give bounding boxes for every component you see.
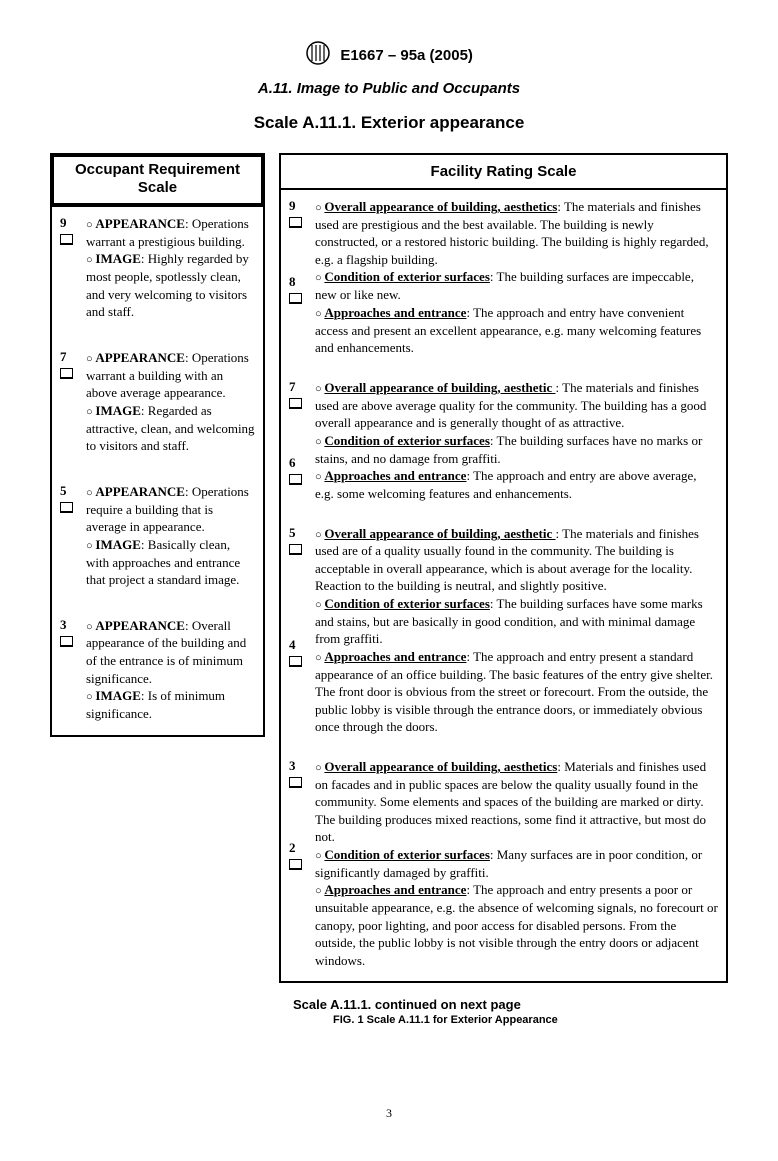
facility-entry: 9 8 ○ Overall appearance of building, ae… xyxy=(289,198,718,357)
continued-section: Scale A.11.1. continued on next page FIG… xyxy=(293,997,728,1026)
two-column-layout: Occupant Requirement Scale 9 ○ APPEARANC… xyxy=(50,153,728,983)
overall-label: Overall appearance of building, aestheti… xyxy=(324,526,555,541)
entry-text: ○ APPEARANCE: Operations warrant a build… xyxy=(86,349,255,455)
appearance-label: APPEARANCE xyxy=(95,350,185,365)
occupant-entry: 5 ○ APPEARANCE: Operations require a bui… xyxy=(60,483,255,589)
approaches-label: Approaches and entrance xyxy=(324,305,466,320)
facility-entry: 3 2 ○ Overall appearance of building, ae… xyxy=(289,758,718,969)
scale-title: Scale A.11.1. Exterior appearance xyxy=(50,113,728,133)
occupant-entry: 3 ○ APPEARANCE: Overall appearance of th… xyxy=(60,617,255,723)
checkbox-icon[interactable] xyxy=(289,474,302,485)
occupant-requirement-column: Occupant Requirement Scale 9 ○ APPEARANC… xyxy=(50,153,265,983)
continued-text: Scale A.11.1. continued on next page xyxy=(293,997,728,1012)
facility-entry: 7 6 ○ Overall appearance of building, ae… xyxy=(289,379,718,503)
rating-number: 3 xyxy=(60,617,86,633)
figure-caption: FIG. 1 Scale A.11.1 for Exterior Appeara… xyxy=(333,1014,728,1026)
rating-number: 9 xyxy=(60,215,86,231)
left-panel-title: Occupant Requirement Scale xyxy=(50,153,265,207)
entry-text: ○ Overall appearance of building, aesthe… xyxy=(315,379,718,503)
section-title: A.11. Image to Public and Occupants xyxy=(50,80,728,97)
rating-number-sub: 8 xyxy=(289,274,315,290)
image-label: IMAGE xyxy=(95,403,141,418)
astm-logo-icon xyxy=(305,40,331,70)
checkbox-icon[interactable] xyxy=(289,544,302,555)
right-panel-title: Facility Rating Scale xyxy=(279,153,728,190)
occupant-entry: 9 ○ APPEARANCE: Operations warrant a pre… xyxy=(60,215,255,321)
occupant-entry: 7 ○ APPEARANCE: Operations warrant a bui… xyxy=(60,349,255,455)
entry-text: ○ Overall appearance of building, aesthe… xyxy=(315,758,718,969)
overall-label: Overall appearance of building, aestheti… xyxy=(324,199,557,214)
overall-label: Overall appearance of building, aestheti… xyxy=(324,380,555,395)
document-header: E1667 – 95a (2005) xyxy=(50,40,728,70)
entry-text: ○ Overall appearance of building, aesthe… xyxy=(315,525,718,736)
rating-number-sub: 4 xyxy=(289,637,315,653)
rating-number: 5 xyxy=(60,483,86,499)
appearance-label: APPEARANCE xyxy=(95,618,185,633)
rating-number: 9 xyxy=(289,198,315,214)
rating-number: 3 xyxy=(289,758,315,774)
checkbox-icon[interactable] xyxy=(289,777,302,788)
checkbox-icon[interactable] xyxy=(60,234,73,245)
entry-text: ○ APPEARANCE: Operations require a build… xyxy=(86,483,255,589)
rating-number: 7 xyxy=(60,349,86,365)
rating-number-sub: 6 xyxy=(289,455,315,471)
left-title-line1: Occupant Requirement xyxy=(75,161,240,178)
image-label: IMAGE xyxy=(95,251,141,266)
condition-label: Condition of exterior surfaces xyxy=(324,433,489,448)
checkbox-icon[interactable] xyxy=(60,368,73,379)
checkbox-icon[interactable] xyxy=(289,656,302,667)
rating-number: 5 xyxy=(289,525,315,541)
approaches-label: Approaches and entrance xyxy=(324,882,466,897)
approaches-label: Approaches and entrance xyxy=(324,468,466,483)
left-panel-body: 9 ○ APPEARANCE: Operations warrant a pre… xyxy=(50,207,265,737)
condition-label: Condition of exterior surfaces xyxy=(324,269,489,284)
checkbox-icon[interactable] xyxy=(289,217,302,228)
image-label: IMAGE xyxy=(95,688,141,703)
entry-text: ○ APPEARANCE: Operations warrant a prest… xyxy=(86,215,255,321)
left-title-line2: Scale xyxy=(138,179,177,196)
rating-number-sub: 2 xyxy=(289,840,315,856)
appearance-label: APPEARANCE xyxy=(95,216,185,231)
page-number: 3 xyxy=(50,1106,728,1121)
checkbox-icon[interactable] xyxy=(289,398,302,409)
checkbox-icon[interactable] xyxy=(289,293,302,304)
facility-entry: 5 4 ○ Overall appearance of building, ae… xyxy=(289,525,718,736)
overall-label: Overall appearance of building, aestheti… xyxy=(324,759,557,774)
checkbox-icon[interactable] xyxy=(289,859,302,870)
checkbox-icon[interactable] xyxy=(60,636,73,647)
document-code: E1667 – 95a (2005) xyxy=(340,47,473,64)
condition-label: Condition of exterior surfaces xyxy=(324,847,489,862)
entry-text: ○ Overall appearance of building, aesthe… xyxy=(315,198,718,357)
rating-number: 7 xyxy=(289,379,315,395)
image-label: IMAGE xyxy=(95,537,141,552)
right-panel-body: 9 8 ○ Overall appearance of building, ae… xyxy=(279,190,728,983)
checkbox-icon[interactable] xyxy=(60,502,73,513)
appearance-label: APPEARANCE xyxy=(95,484,185,499)
entry-text: ○ APPEARANCE: Overall appearance of the … xyxy=(86,617,255,723)
condition-label: Condition of exterior surfaces xyxy=(324,596,489,611)
approaches-label: Approaches and entrance xyxy=(324,649,466,664)
facility-rating-column: Facility Rating Scale 9 8 ○ Overall appe… xyxy=(279,153,728,983)
